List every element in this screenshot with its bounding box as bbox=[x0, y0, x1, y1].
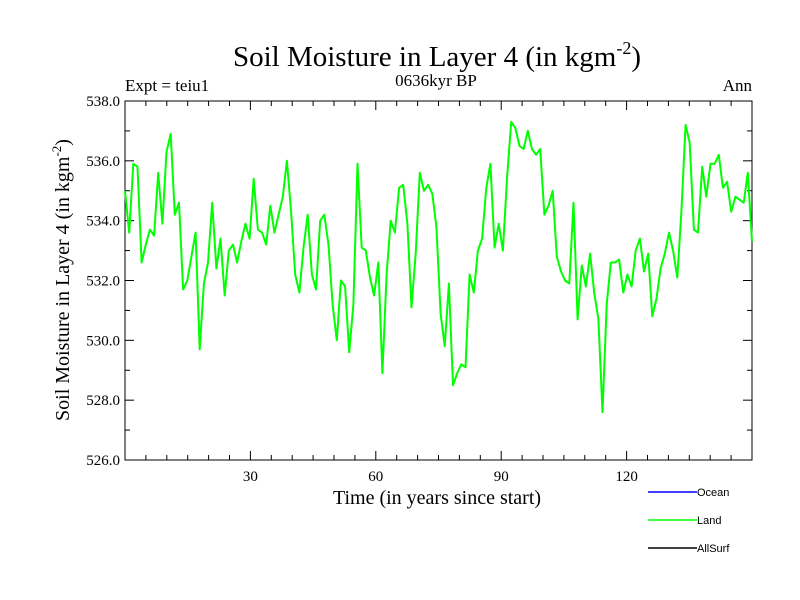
y-tick-label: 538.0 bbox=[86, 94, 120, 110]
legend-label-ocean: Ocean bbox=[697, 487, 729, 499]
y-axis-label: Soil Moisture in Layer 4 (in kgm-2) bbox=[49, 139, 74, 421]
x-tick-label: 60 bbox=[368, 469, 383, 485]
period-label: 0636kyr BP bbox=[395, 71, 477, 90]
chart-title-main: Soil Moisture in Layer 4 (in kgm bbox=[233, 41, 617, 73]
chart-title-superscript: -2 bbox=[616, 38, 631, 58]
chart-title-close: ) bbox=[631, 41, 641, 73]
series-layer bbox=[124, 120, 753, 414]
y-axis-label-close: ) bbox=[52, 139, 74, 146]
series-line-land bbox=[124, 120, 753, 414]
x-tick-label: 90 bbox=[494, 469, 509, 485]
y-tick-label: 532.0 bbox=[86, 274, 120, 290]
y-tick-label: 526.0 bbox=[86, 453, 120, 469]
legend-label-allsurf: AllSurf bbox=[697, 543, 730, 555]
x-axis: 30 60 90 120 bbox=[145, 101, 732, 485]
y-tick-label: 534.0 bbox=[86, 214, 120, 230]
y-axis: 526.0 528.0 530.0 532.0 534.0 536.0 538.0 bbox=[86, 94, 752, 469]
experiment-label: Expt = teiu1 bbox=[125, 76, 209, 95]
legend-label-land: Land bbox=[697, 515, 721, 527]
legend: Ocean Land AllSurf bbox=[648, 487, 730, 555]
season-label: Ann bbox=[723, 76, 753, 95]
y-axis-label-main: Soil Moisture in Layer 4 (in kgm bbox=[52, 156, 74, 421]
y-tick-label: 536.0 bbox=[86, 154, 120, 170]
x-tick-label: 30 bbox=[243, 469, 258, 485]
x-axis-label: Time (in years since start) bbox=[333, 487, 541, 509]
y-axis-label-superscript: -2 bbox=[49, 146, 64, 157]
y-tick-label: 528.0 bbox=[86, 393, 120, 409]
title-group: Soil Moisture in Layer 4 (in kgm-2) Expt… bbox=[125, 38, 752, 95]
chart-title: Soil Moisture in Layer 4 (in kgm-2) bbox=[233, 38, 641, 73]
y-tick-label: 530.0 bbox=[86, 333, 120, 349]
x-tick-label: 120 bbox=[615, 469, 638, 485]
